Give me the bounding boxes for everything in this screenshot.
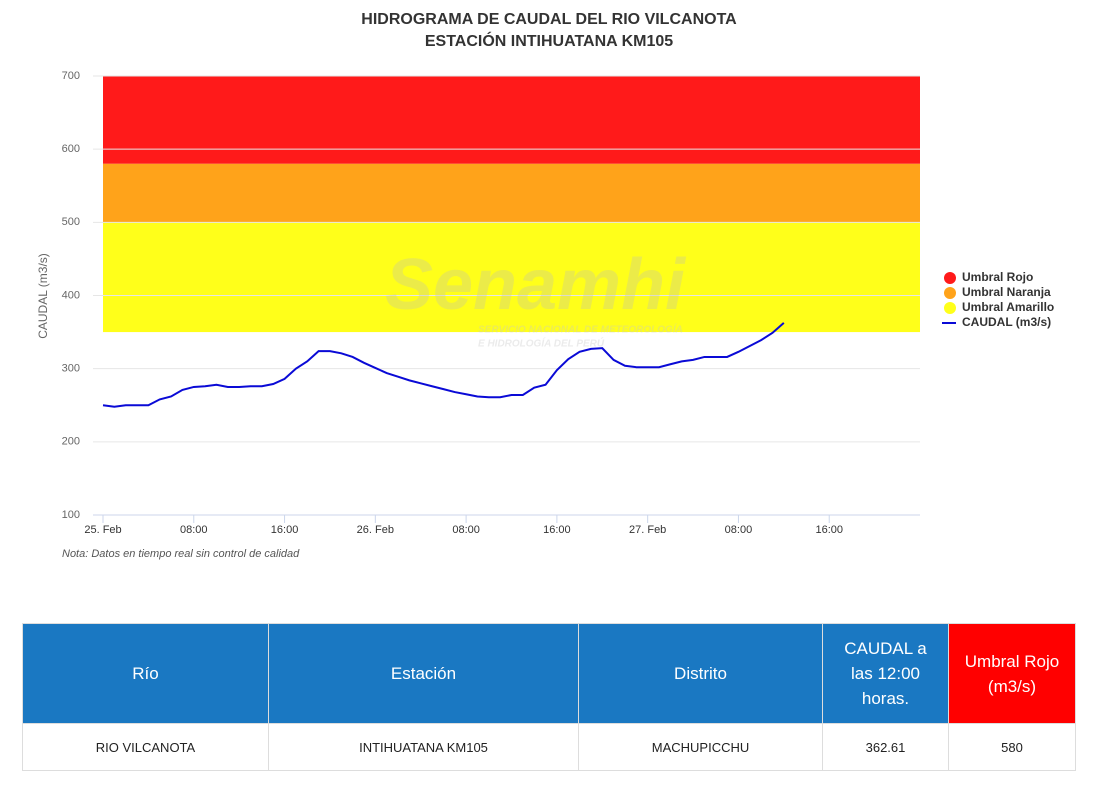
- watermark-logo: Senamhi: [385, 245, 687, 325]
- y-tick-label: 700: [62, 70, 80, 82]
- chart-subtitle: ESTACIÓN INTIHUATANA KM105: [425, 31, 673, 50]
- cell: 362.61: [822, 723, 949, 771]
- y-tick-label: 400: [62, 289, 80, 301]
- cell: 580: [948, 723, 1076, 771]
- x-tick-label: 26. Feb: [357, 524, 394, 536]
- legend-label: Umbral Rojo: [962, 270, 1033, 284]
- header-cell: Umbral Rojo (m3/s): [948, 623, 1076, 724]
- cell: MACHUPICCHU: [578, 723, 823, 771]
- x-tick-label: 08:00: [452, 524, 480, 536]
- x-tick-label: 16:00: [815, 524, 843, 536]
- legend-marker: [944, 272, 956, 284]
- cell: RIO VILCANOTA: [22, 723, 269, 771]
- x-tick-label: 08:00: [725, 524, 753, 536]
- table-row: RIO VILCANOTA INTIHUATANA KM105 MACHUPIC…: [22, 723, 1076, 771]
- y-tick-label: 500: [62, 216, 80, 228]
- threshold-band: [103, 163, 920, 223]
- x-tick-label: 08:00: [180, 524, 208, 536]
- header-cell: Río: [22, 623, 269, 724]
- y-axis-label: CAUDAL (m3/s): [36, 253, 50, 339]
- header-cell: Distrito: [578, 623, 823, 724]
- y-tick-label: 100: [62, 509, 80, 521]
- x-tick-label: 16:00: [271, 524, 299, 536]
- y-tick-label: 600: [62, 143, 80, 155]
- threshold-band: [103, 222, 920, 333]
- watermark-line: E HIDROLOGÍA DEL PERÚ: [478, 337, 605, 350]
- legend-label: CAUDAL (m3/s): [962, 315, 1051, 329]
- header-cell: Estación: [268, 623, 579, 724]
- threshold-band: [103, 76, 920, 164]
- legend-label: Umbral Amarillo: [962, 300, 1054, 314]
- y-tick-label: 300: [62, 363, 80, 375]
- table-header: Río Estación Distrito CAUDAL a las 12:00…: [22, 623, 1076, 724]
- legend-label: Umbral Naranja: [962, 285, 1051, 299]
- x-tick-label: 27. Feb: [629, 524, 666, 536]
- x-tick-label: 25. Feb: [84, 524, 121, 536]
- chart: HIDROGRAMA DE CAUDAL DEL RIO VILCANOTA E…: [36, 11, 1055, 560]
- y-tick-label: 200: [62, 436, 80, 448]
- chart-title: HIDROGRAMA DE CAUDAL DEL RIO VILCANOTA: [361, 11, 737, 28]
- plot: 100 200 300 400 500 600 700 25. Feb 08:00 16:00 26…: [62, 70, 1055, 536]
- cell: INTIHUATANA KM105: [268, 723, 579, 771]
- legend-marker: [944, 287, 956, 299]
- header-cell: CAUDAL a las 12:00 horas.: [822, 623, 949, 724]
- note: Nota: Datos en tiempo real sin control d…: [62, 548, 300, 560]
- legend-marker: [944, 302, 956, 314]
- x-tick-label: 16:00: [543, 524, 571, 536]
- data-line: [102, 322, 785, 408]
- watermark-line: SERVICIO NACIONAL DE METEOROLOGÍA: [478, 323, 683, 336]
- data-table: Río Estación Distrito CAUDAL a las 12:00…: [22, 623, 1076, 771]
